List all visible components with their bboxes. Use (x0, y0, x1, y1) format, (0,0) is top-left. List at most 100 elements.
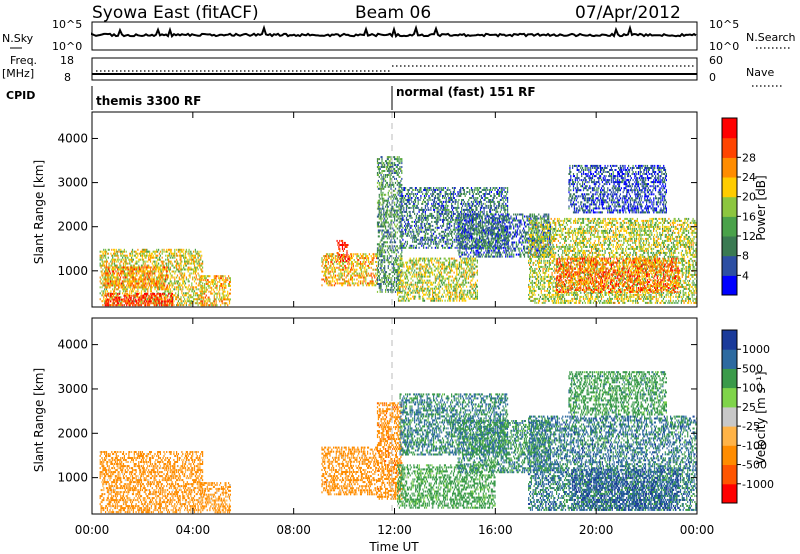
data-cell (381, 213, 383, 216)
data-cell (442, 295, 444, 298)
data-cell (408, 267, 410, 270)
data-cell (364, 266, 366, 269)
data-cell (149, 296, 151, 299)
data-cell (105, 304, 107, 307)
data-cell (385, 231, 387, 234)
data-cell (440, 279, 442, 282)
data-cell (426, 289, 428, 292)
data-cell (152, 250, 154, 253)
data-cell (412, 263, 414, 266)
data-cell (411, 224, 413, 227)
data-cell (391, 285, 393, 287)
data-cell (391, 207, 393, 210)
data-cell (137, 252, 139, 255)
data-cell (144, 254, 146, 257)
data-cell (342, 261, 344, 263)
data-cell (212, 281, 214, 283)
data-cell (145, 260, 147, 263)
data-cell (223, 281, 225, 283)
data-cell (388, 233, 390, 236)
data-cell (155, 282, 158, 285)
data-cell (386, 281, 388, 283)
data-cell (466, 263, 469, 266)
data-cell (418, 259, 420, 262)
data-cell (348, 258, 350, 260)
data-cell (415, 222, 417, 225)
data-cell (385, 215, 388, 218)
data-cell (419, 216, 421, 219)
data-cell (381, 259, 383, 262)
data-cell (395, 271, 397, 274)
data-cell (325, 280, 328, 283)
data-cell (204, 304, 206, 307)
data-cell (151, 272, 153, 275)
data-cell (393, 213, 395, 216)
data-cell (339, 264, 341, 267)
data-cell (377, 231, 379, 234)
data-cell (341, 276, 343, 279)
data-cell (406, 275, 409, 278)
data-cell (202, 262, 204, 265)
data-cell (393, 209, 395, 212)
data-cell (341, 258, 344, 260)
data-cell (433, 299, 435, 302)
data-cell (422, 279, 424, 282)
data-cell (344, 261, 346, 263)
data-cell (167, 268, 170, 271)
data-cell (378, 201, 380, 204)
data-cell (149, 252, 151, 255)
data-cell (470, 265, 472, 268)
data-cell (139, 258, 141, 261)
data-cell (382, 181, 384, 184)
data-cell (389, 211, 391, 214)
data-cell (405, 244, 408, 247)
data-cell (183, 252, 185, 255)
data-cell (391, 162, 393, 165)
data-cell (113, 258, 115, 261)
data-cell (223, 288, 225, 291)
data-cell (104, 300, 106, 303)
data-cell (377, 257, 379, 260)
data-cell (464, 283, 466, 286)
data-cell (440, 271, 443, 274)
data-cell (467, 265, 469, 268)
data-cell (385, 221, 388, 224)
data-cell (142, 248, 144, 251)
data-cell (339, 282, 341, 285)
data-cell (392, 181, 394, 184)
data-cell (469, 285, 471, 288)
data-cell (221, 302, 223, 305)
data-cell (384, 281, 386, 283)
data-cell (399, 220, 401, 223)
data-cell (193, 272, 195, 275)
data-cell (388, 281, 390, 283)
data-cell (400, 265, 402, 268)
data-cell (111, 292, 113, 295)
data-cell (466, 257, 469, 260)
data-cell (338, 278, 340, 281)
data-cell (415, 275, 417, 278)
data-cell (153, 300, 155, 303)
data-cell (146, 270, 149, 273)
data-cell (115, 288, 117, 291)
data-cell (396, 245, 398, 248)
data-cell (215, 304, 217, 307)
data-cell (426, 293, 428, 296)
data-cell (158, 298, 160, 301)
data-cell (396, 179, 398, 182)
data-cell (407, 271, 409, 274)
data-cell (392, 199, 394, 202)
data-cell (145, 300, 147, 303)
data-cell (385, 273, 387, 276)
data-cell (385, 275, 387, 277)
data-cell (329, 255, 331, 258)
data-cell (116, 258, 118, 261)
data-cell (122, 282, 125, 285)
data-cell (132, 274, 134, 277)
data-cell (107, 304, 109, 307)
data-cell (437, 277, 439, 280)
data-cell (350, 274, 353, 277)
data-cell (177, 296, 179, 299)
data-cell (416, 267, 418, 270)
data-cell (107, 278, 109, 281)
